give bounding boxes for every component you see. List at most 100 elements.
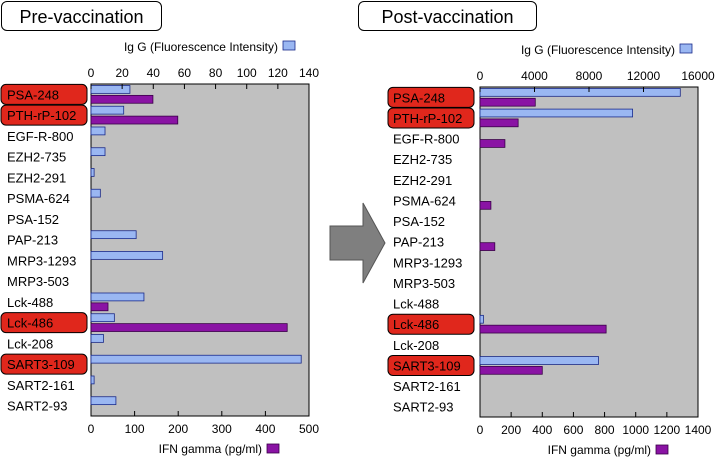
pre-top-tick-label: 120 bbox=[268, 66, 288, 80]
pre-category-label: PTH-rP-102 bbox=[7, 108, 76, 123]
post-bottom-tick-label: 200 bbox=[501, 423, 521, 437]
pre-bottom-tick-label: 200 bbox=[168, 422, 188, 436]
post-top-tick-label: 4000 bbox=[521, 69, 548, 83]
post-vaccination-title: Post-vaccination bbox=[358, 1, 537, 31]
post-category-label: SART2-93 bbox=[393, 400, 453, 415]
post-category-label: Lck-486 bbox=[393, 317, 439, 332]
pre-category-label: SART3-109 bbox=[7, 357, 75, 372]
post-bottom-tick-label: 1400 bbox=[685, 423, 712, 437]
pre-category-label: Lck-486 bbox=[7, 316, 53, 331]
post-category-label: MRP3-503 bbox=[393, 276, 455, 291]
pre-category-label: MRP3-1293 bbox=[7, 253, 76, 268]
pre-igg-bar bbox=[90, 230, 137, 240]
pre-bottom-tick-label: 400 bbox=[255, 422, 275, 436]
pre-bottom-tick-label: 0 bbox=[88, 422, 95, 436]
pre-igg-bar bbox=[90, 126, 106, 136]
pre-igg-bar bbox=[90, 251, 164, 260]
pre-ifn-legend-swatch bbox=[266, 443, 280, 454]
pre-ifn-bar bbox=[90, 94, 154, 104]
pre-ifn-axis-label: IFN gamma (pg/ml) bbox=[159, 442, 262, 456]
pre-bottom-tick-label: 100 bbox=[125, 422, 145, 436]
pre-highlight-box bbox=[0, 83, 88, 105]
post-igg-bar bbox=[479, 356, 599, 365]
pre-top-tick-label: 20 bbox=[115, 66, 129, 80]
post-igg-legend-swatch bbox=[679, 43, 693, 54]
post-bottom-tick-label: 1200 bbox=[654, 423, 681, 437]
pre-chart: PSA-248 PTH-rP-102 EGF-R-800 EZH2-735 EZH2-2… bbox=[0, 40, 319, 456]
pre-category-label: Lck-208 bbox=[7, 336, 53, 351]
post-igg-bar bbox=[479, 108, 634, 118]
post-category-label: PTH-rP-102 bbox=[393, 111, 462, 126]
post-category-label: PSA-152 bbox=[393, 214, 445, 229]
pre-highlight-box bbox=[0, 353, 88, 375]
pre-bottom-tick-label: 500 bbox=[299, 422, 319, 436]
post-highlight-box bbox=[387, 86, 475, 108]
post-category-label: EZH2-735 bbox=[393, 152, 452, 167]
post-ifn-bar bbox=[479, 201, 492, 210]
pre-vaccination-title: Pre-vaccination bbox=[1, 1, 162, 31]
pre-igg-bar bbox=[90, 168, 95, 177]
pre-top-tick-label: 100 bbox=[237, 66, 257, 80]
pre-plot-area bbox=[90, 83, 310, 417]
pre-category-label: EGF-R-800 bbox=[7, 129, 73, 144]
pre-igg-bar bbox=[90, 375, 95, 385]
pre-igg-bar bbox=[90, 292, 145, 302]
post-ifn-bar bbox=[479, 118, 519, 128]
post-highlight-box bbox=[387, 313, 475, 335]
pre-ifn-bar bbox=[90, 323, 288, 332]
post-category-label: PAP-213 bbox=[393, 235, 444, 250]
post-bottom-tick-label: 0 bbox=[477, 423, 484, 437]
post-ifn-bar bbox=[479, 324, 607, 334]
post-ifn-bar bbox=[479, 139, 506, 148]
pre-igg-bar bbox=[90, 354, 302, 364]
pre-ifn-bar bbox=[90, 302, 109, 312]
post-ifn-bar bbox=[479, 97, 536, 107]
pre-igg-legend-swatch bbox=[282, 40, 296, 51]
post-bottom-tick-label: 400 bbox=[532, 423, 552, 437]
pre-top-tick-label: 0 bbox=[88, 66, 95, 80]
pre-igg-bar bbox=[90, 85, 131, 94]
post-chart: PSA-248 PTH-rP-102 EGF-R-800 EZH2-735 EZH2-2… bbox=[387, 43, 715, 457]
post-highlight-box bbox=[387, 107, 475, 129]
post-bottom-tick-label: 800 bbox=[595, 423, 615, 437]
post-category-label: Lck-208 bbox=[393, 338, 439, 353]
post-bottom-tick-label: 1000 bbox=[622, 423, 649, 437]
post-top-tick-label: 8000 bbox=[576, 69, 603, 83]
post-bottom-tick-label: 600 bbox=[563, 423, 583, 437]
pre-top-tick-label: 80 bbox=[209, 66, 223, 80]
pre-igg-bar bbox=[90, 313, 115, 323]
pre-igg-bar bbox=[90, 147, 106, 157]
pre-igg-bar bbox=[90, 396, 117, 406]
post-ifn-bar bbox=[479, 366, 543, 375]
post-category-label: Lck-488 bbox=[393, 297, 439, 312]
post-igg-axis-label: Ig G (Fluorescence Intensity) bbox=[521, 43, 675, 57]
pre-category-label: PSMA-624 bbox=[7, 191, 70, 206]
pre-igg-bar bbox=[90, 105, 125, 115]
pre-category-label: SART2-161 bbox=[7, 378, 75, 393]
right-arrow-icon bbox=[329, 202, 386, 284]
pre-highlight-box bbox=[0, 312, 88, 334]
post-category-label: MRP3-1293 bbox=[393, 255, 462, 270]
post-category-label: EZH2-291 bbox=[393, 173, 452, 188]
post-highlight-box bbox=[387, 354, 475, 376]
pre-category-label: PAP-213 bbox=[7, 233, 58, 248]
post-igg-bar bbox=[479, 314, 484, 324]
pre-igg-bar bbox=[90, 334, 104, 343]
pre-top-tick-label: 60 bbox=[178, 66, 192, 80]
post-category-label: PSA-248 bbox=[393, 90, 445, 105]
pre-category-label: SART2-93 bbox=[7, 399, 67, 414]
pre-category-label: PSA-248 bbox=[7, 87, 59, 102]
pre-top-tick-label: 40 bbox=[147, 66, 161, 80]
post-ifn-bar bbox=[479, 242, 496, 251]
pre-category-label: Lck-488 bbox=[7, 295, 53, 310]
pre-igg-bar bbox=[90, 188, 101, 198]
post-ifn-legend-swatch bbox=[655, 444, 669, 455]
pre-category-label: PSA-152 bbox=[7, 212, 59, 227]
post-top-tick-label: 12000 bbox=[627, 69, 661, 83]
pre-bottom-tick-label: 300 bbox=[212, 422, 232, 436]
post-category-label: EGF-R-800 bbox=[393, 132, 459, 147]
pre-ifn-bar bbox=[90, 115, 179, 125]
post-category-label: PSMA-624 bbox=[393, 193, 456, 208]
pre-category-label: MRP3-503 bbox=[7, 274, 69, 289]
